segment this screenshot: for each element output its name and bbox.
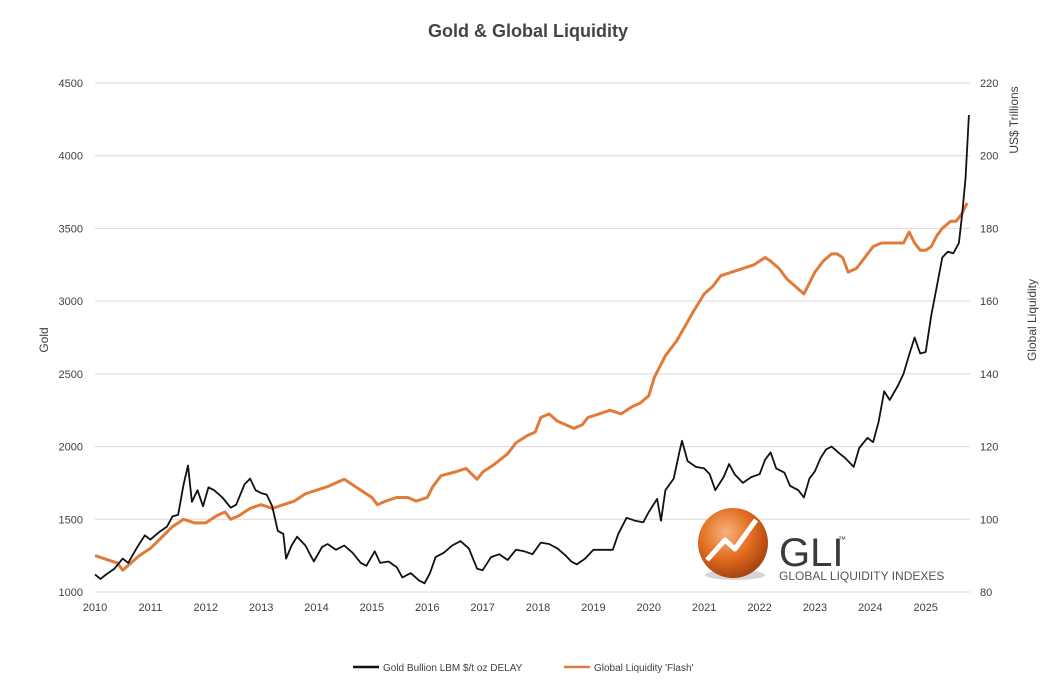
left-axis-label: Gold <box>37 327 51 352</box>
x-tick-label: 2015 <box>360 602 384 614</box>
logo-tm: ™ <box>838 535 846 544</box>
x-tick-label: 2023 <box>803 602 827 614</box>
left-tick-label: 3500 <box>59 223 83 235</box>
right-tick-label: 100 <box>980 514 998 526</box>
right-axis-ticks: 80 100 120 140 160 180 200 220 <box>980 78 998 599</box>
right-tick-label: 220 <box>980 78 998 90</box>
x-tick-label: 2010 <box>83 602 107 614</box>
legend: Gold Bullion LBM $/t oz DELAY Global Liq… <box>353 663 694 674</box>
left-tick-label: 2000 <box>59 442 83 454</box>
gold-series-line <box>94 114 970 585</box>
x-tick-label: 2025 <box>913 602 937 614</box>
right-axis-label: Global Liquidity <box>1025 279 1039 361</box>
right-tick-label: 120 <box>980 442 998 454</box>
right-tick-label: 140 <box>980 369 998 381</box>
x-tick-label: 2021 <box>692 602 716 614</box>
right-tick-label: 180 <box>980 223 998 235</box>
x-tick-label: 2016 <box>415 602 439 614</box>
liquidity-series-line <box>94 202 969 572</box>
left-tick-label: 3000 <box>59 296 83 308</box>
logo-arrow-icon <box>705 518 759 562</box>
x-tick-label: 2017 <box>470 602 494 614</box>
left-tick-label: 4500 <box>59 78 83 90</box>
left-tick-label: 2500 <box>59 369 83 381</box>
logo-text: GLOBAL LIQUIDITY INDEXES <box>779 569 944 583</box>
right-tick-label: 80 <box>980 587 992 599</box>
x-tick-label: 2022 <box>747 602 771 614</box>
left-axis-ticks: 1000 1500 2000 2500 3000 3500 4000 4500 <box>59 78 83 599</box>
x-axis-ticks: 2010 2011 2012 2013 2014 2015 2016 2017 2018 2019… <box>83 602 938 614</box>
right-tick-label: 200 <box>980 151 998 163</box>
legend-label-liquidity: Global Liquidity 'Flash' <box>594 663 694 674</box>
logo-abbr: GLI <box>779 531 843 575</box>
x-tick-label: 2019 <box>581 602 605 614</box>
legend-label-gold: Gold Bullion LBM $/t oz DELAY <box>383 663 523 674</box>
right-tick-label: 160 <box>980 296 998 308</box>
chart-title: Gold & Global Liquidity <box>428 21 628 41</box>
left-tick-label: 1000 <box>59 587 83 599</box>
gridlines <box>95 82 970 593</box>
x-tick-label: 2018 <box>526 602 550 614</box>
x-tick-label: 2024 <box>858 602 882 614</box>
left-tick-label: 1500 <box>59 514 83 526</box>
x-tick-label: 2020 <box>637 602 661 614</box>
x-tick-label: 2012 <box>194 602 218 614</box>
left-tick-label: 4000 <box>59 151 83 163</box>
x-tick-label: 2014 <box>304 602 328 614</box>
logo-sphere <box>698 508 768 578</box>
x-tick-label: 2013 <box>249 602 273 614</box>
gli-logo: GLI ™ GLOBAL LIQUIDITY INDEXES <box>698 508 944 583</box>
x-tick-label: 2011 <box>139 602 163 614</box>
right-axis-unit-label: US$ Trillions <box>1007 86 1021 153</box>
